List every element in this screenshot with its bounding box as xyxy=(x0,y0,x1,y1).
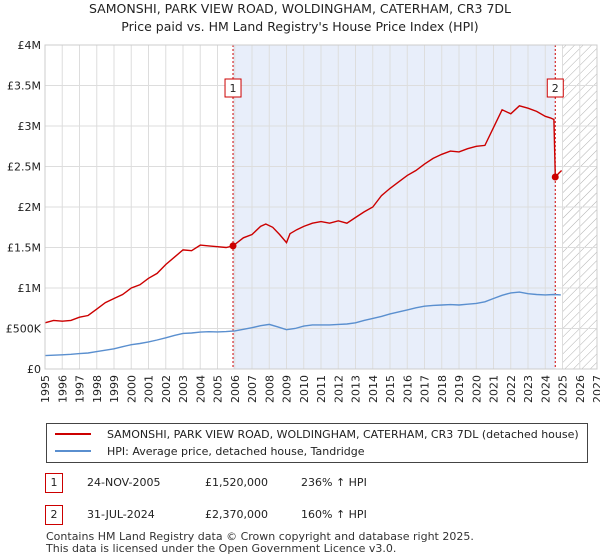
legend-label-hpi: HPI: Average price, detached house, Tand… xyxy=(107,444,365,458)
transaction-badge: 1 xyxy=(45,473,63,493)
x-tick-label: 2012 xyxy=(332,375,345,403)
y-tick-label: £2.5M xyxy=(7,161,41,174)
x-tick-label: 2015 xyxy=(384,375,397,403)
x-tick-label: 2006 xyxy=(229,375,242,403)
x-tick-label: 2002 xyxy=(160,375,173,403)
y-tick-label: £0 xyxy=(27,363,41,376)
footer: Contains HM Land Registry data © Crown c… xyxy=(46,531,474,555)
transaction-price: £1,520,000 xyxy=(205,476,268,489)
transaction-hpi-change: 160% ↑ HPI xyxy=(301,508,367,521)
x-tick-label: 2025 xyxy=(557,375,570,403)
y-tick-label: £3.5M xyxy=(7,80,41,93)
sale-badge-label: 2 xyxy=(552,82,559,95)
x-tick-label: 2016 xyxy=(401,375,414,403)
transaction-badge: 2 xyxy=(45,505,63,525)
x-tick-label: 1998 xyxy=(91,375,104,403)
legend-swatch-property xyxy=(55,433,91,435)
footer-copyright: Contains HM Land Registry data © Crown c… xyxy=(46,530,474,543)
plot-frame xyxy=(44,44,598,370)
x-tick-label: 2008 xyxy=(263,375,276,403)
transaction-hpi-change: 236% ↑ HPI xyxy=(301,476,367,489)
x-tick-label: 2009 xyxy=(281,375,294,403)
x-tick-label: 2013 xyxy=(350,375,363,403)
x-tick-label: 2004 xyxy=(194,375,207,403)
transaction-price: £2,370,000 xyxy=(205,508,268,521)
y-tick-label: £500K xyxy=(6,323,42,336)
transaction-date: 24-NOV-2005 xyxy=(87,476,161,489)
transaction-date: 31-JUL-2024 xyxy=(87,508,155,521)
y-tick-label: £1M xyxy=(18,282,42,295)
x-tick-label: 1995 xyxy=(39,375,52,403)
sale-badge-box xyxy=(224,78,242,98)
sale-point xyxy=(229,242,237,250)
legend-item-hpi: HPI: Average price, detached house, Tand… xyxy=(55,443,365,459)
series-line xyxy=(44,291,561,357)
x-tick-label: 2005 xyxy=(212,375,225,403)
x-tick-label: 2022 xyxy=(505,375,518,403)
y-tick-label: £3M xyxy=(18,120,42,133)
y-tick-label: £2M xyxy=(18,201,42,214)
chart-subtitle: Price paid vs. HM Land Registry's House … xyxy=(121,19,479,34)
x-tick-label: 2000 xyxy=(125,375,138,403)
sale-badge-box xyxy=(546,78,564,98)
y-tick-label: £1.5M xyxy=(7,242,41,255)
y-tick-label: £4M xyxy=(18,39,42,52)
x-tick-label: 2024 xyxy=(539,375,552,403)
x-tick-label: 2019 xyxy=(453,375,466,403)
legend-item-property: SAMONSHI, PARK VIEW ROAD, WOLDINGHAM, CA… xyxy=(55,426,579,442)
sale-point xyxy=(551,173,559,181)
x-tick-label: 2011 xyxy=(315,375,328,403)
x-tick-label: 2020 xyxy=(470,375,483,403)
x-tick-label: 2023 xyxy=(522,375,535,403)
x-tick-label: 1999 xyxy=(108,375,121,403)
price-chart: £0 £500K £1M £1.5M £2M £2.5M £3M £3.5M £4M 1995 19… xyxy=(6,39,600,403)
series-line xyxy=(44,105,563,324)
chart-title: SAMONSHI, PARK VIEW ROAD, WOLDINGHAM, CA… xyxy=(89,1,511,16)
x-tick-label: 1997 xyxy=(74,375,87,403)
x-tick-label: 2001 xyxy=(143,375,156,403)
footer-licence: This data is licensed under the Open Gov… xyxy=(46,542,397,555)
x-tick-label: 2014 xyxy=(367,375,380,403)
x-tick-label: 2027 xyxy=(591,375,600,403)
x-tick-label: 2021 xyxy=(488,375,501,403)
x-tick-label: 2007 xyxy=(246,375,259,403)
x-tick-label: 1996 xyxy=(56,375,69,403)
x-tick-label: 2003 xyxy=(177,375,190,403)
sale-badge-label: 1 xyxy=(230,82,237,95)
x-tick-label: 2017 xyxy=(419,375,432,403)
x-tick-label: 2018 xyxy=(436,375,449,403)
legend-label-property: SAMONSHI, PARK VIEW ROAD, WOLDINGHAM, CA… xyxy=(107,427,579,441)
legend: SAMONSHI, PARK VIEW ROAD, WOLDINGHAM, CA… xyxy=(46,423,588,463)
x-tick-label: 2010 xyxy=(298,375,311,403)
x-tick-label: 2026 xyxy=(574,375,587,403)
legend-swatch-hpi xyxy=(55,450,91,452)
